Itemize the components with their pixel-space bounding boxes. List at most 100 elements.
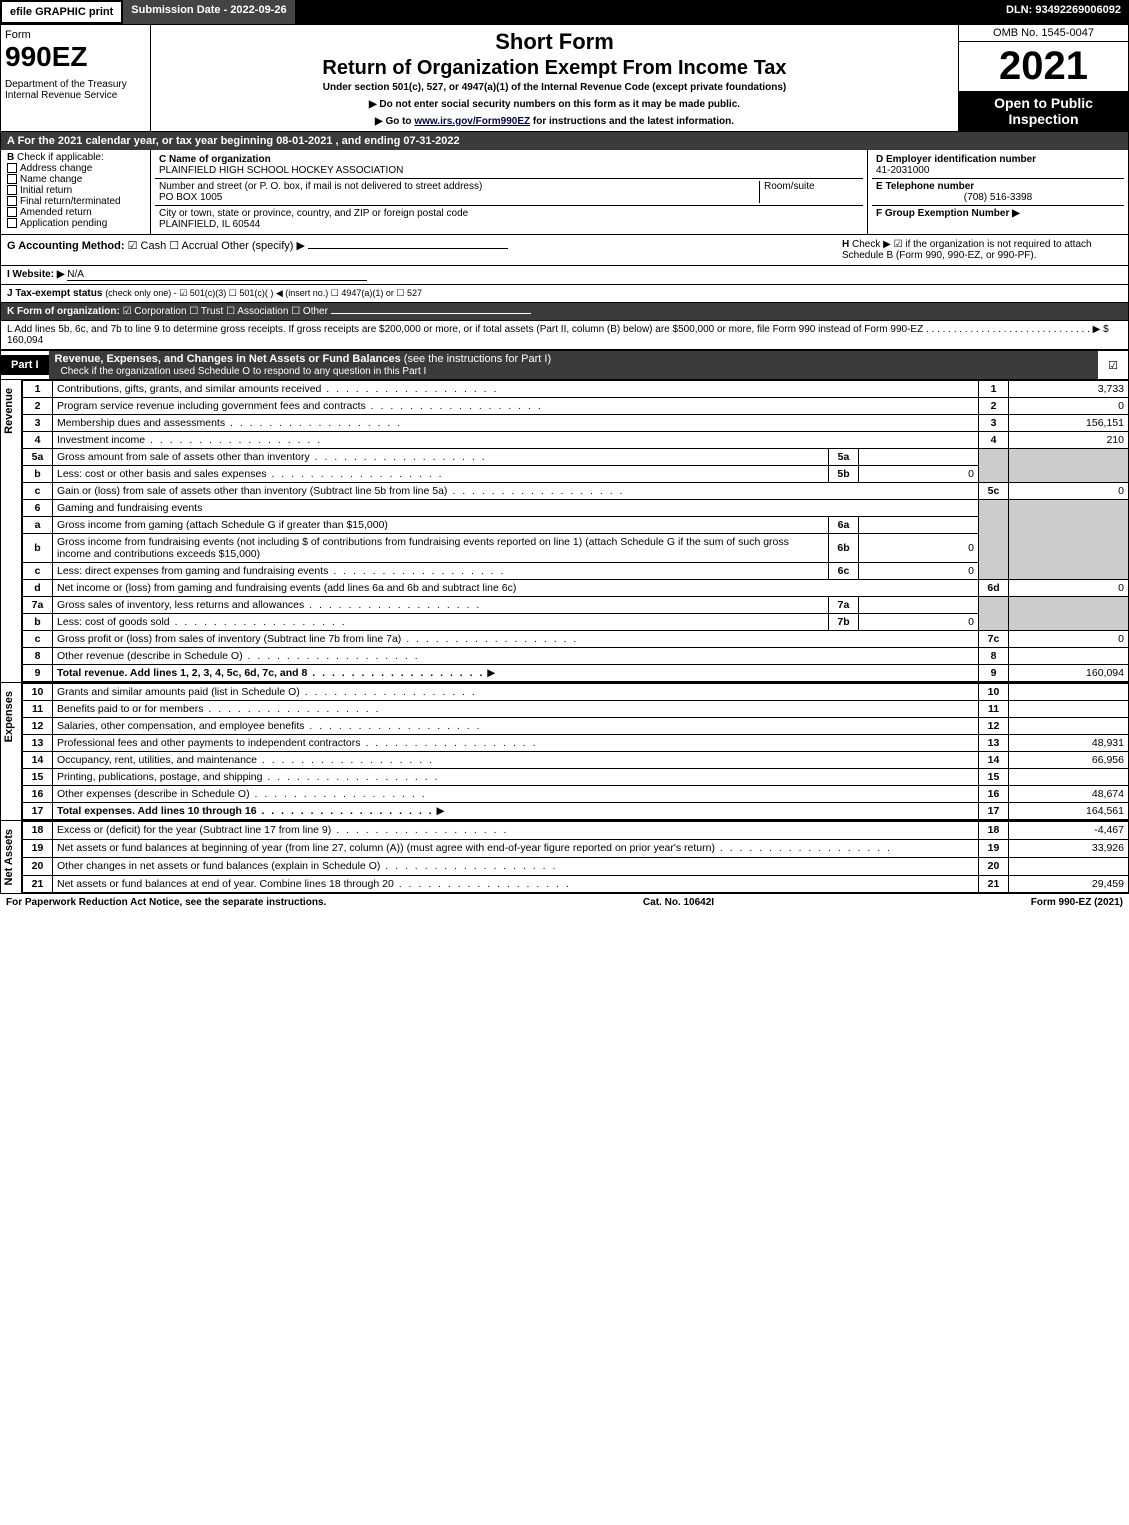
j-label: J Tax-exempt status <box>7 288 102 299</box>
website-label: I Website: ▶ <box>7 269 65 280</box>
desc-2: Program service revenue including govern… <box>57 400 543 412</box>
desc-5a: Gross amount from sale of assets other t… <box>57 451 487 463</box>
ln-10: 10 <box>23 684 53 701</box>
section-k: K Form of organization: ☑ Corporation ☐ … <box>0 303 1129 321</box>
section-def: D Employer identification number 41-2031… <box>868 150 1128 234</box>
val-5ab-shade <box>1009 449 1129 483</box>
footer-spacer-2 <box>714 897 1031 908</box>
cb-name-change[interactable] <box>7 174 17 184</box>
line-7b: bLess: cost of goods sold7b0 <box>23 614 1129 631</box>
val-14: 66,956 <box>1009 752 1129 769</box>
org-name-block: C Name of organization PLAINFIELD HIGH S… <box>155 152 863 179</box>
line-5c: cGain or (loss) from sale of assets othe… <box>23 483 1129 500</box>
ln-11: 11 <box>23 701 53 718</box>
val-15 <box>1009 769 1129 786</box>
cb-amended-return[interactable] <box>7 207 17 217</box>
org-addr-block: Number and street (or P. O. box, if mail… <box>155 179 863 206</box>
cb-final-return[interactable] <box>7 196 17 206</box>
line-15: 15Printing, publications, postage, and s… <box>23 769 1129 786</box>
line-21: 21 Net assets or fund balances at end of … <box>23 875 1129 893</box>
line-13: 13 Professional fees and other payments t… <box>23 735 1129 752</box>
org-name: PLAINFIELD HIGH SCHOOL HOCKEY ASSOCIATIO… <box>159 165 403 176</box>
ln-21: 21 <box>23 875 53 893</box>
ln-18: 18 <box>23 822 53 840</box>
desc-15: Printing, publications, postage, and shi… <box>57 771 440 783</box>
desc-17: Total expenses. Add lines 10 through 16 <box>57 805 434 817</box>
part-1-bar: Part I Revenue, Expenses, and Changes in… <box>0 350 1129 380</box>
sv-6a <box>859 517 979 534</box>
rn-13: 13 <box>979 735 1009 752</box>
desc-13: Professional fees and other payments to … <box>57 737 538 749</box>
desc-6a: Gross income from gaming (attach Schedul… <box>53 517 829 534</box>
line-6: 6Gaming and fundraising events <box>23 500 1129 517</box>
val-5c: 0 <box>1009 483 1129 500</box>
cb-address-change[interactable] <box>7 163 17 173</box>
group-label: F Group Exemption Number ▶ <box>876 208 1020 219</box>
sl-5a: 5a <box>829 449 859 466</box>
netassets-wrap: Net Assets 18Excess or (deficit) for the… <box>0 821 1129 894</box>
sv-7a <box>859 597 979 614</box>
val-2: 0 <box>1009 398 1129 415</box>
ln-7a: 7a <box>23 597 53 614</box>
rn-17: 17 <box>979 803 1009 820</box>
form-word: Form <box>5 29 146 41</box>
irs-link[interactable]: www.irs.gov/Form990EZ <box>414 116 530 127</box>
header-right: OMB No. 1545-0047 2021 Open to Public In… <box>958 25 1128 131</box>
ln-9: 9 <box>23 665 53 682</box>
ln-7c: c <box>23 631 53 648</box>
section-i: I Website: ▶ N/A <box>0 266 1129 285</box>
section-gh: G Accounting Method: ☑ Cash ☐ Accrual Ot… <box>0 235 1129 266</box>
efile-label[interactable]: efile GRAPHIC print <box>0 0 123 24</box>
rn-12: 12 <box>979 718 1009 735</box>
desc-6b: Gross income from fundraising events (no… <box>53 534 829 563</box>
desc-10: Grants and similar amounts paid (list in… <box>57 686 477 698</box>
expenses-wrap: Expenses 10 Grants and similar amounts pa… <box>0 683 1129 821</box>
org-city-label: City or town, state or province, country… <box>159 208 468 219</box>
line-17: 17 Total expenses. Add lines 10 through 1… <box>23 803 1129 820</box>
sl-6b: 6b <box>829 534 859 563</box>
val-20 <box>1009 857 1129 875</box>
tax-year: 2021 <box>959 42 1128 91</box>
expenses-tab-label: Expenses <box>1 683 17 750</box>
ln-14: 14 <box>23 752 53 769</box>
under-section: Under section 501(c), 527, or 4947(a)(1)… <box>157 82 952 93</box>
desc-5b: Less: cost or other basis and sales expe… <box>57 468 444 480</box>
cb-address-change-label: Address change <box>20 163 92 174</box>
line-7c: cGross profit or (loss) from sales of in… <box>23 631 1129 648</box>
desc-4: Investment income <box>57 434 322 446</box>
ln-5a: 5a <box>23 449 53 466</box>
rn-7c: 7c <box>979 631 1009 648</box>
sv-7b: 0 <box>859 614 979 631</box>
ln-5b: b <box>23 466 53 483</box>
footer-mid: Cat. No. 10642I <box>643 897 714 908</box>
short-form-title: Short Form <box>157 29 952 55</box>
netassets-table: 18Excess or (deficit) for the year (Subt… <box>22 821 1129 893</box>
section-j: J Tax-exempt status (check only one) - ☑… <box>0 285 1129 303</box>
val-8 <box>1009 648 1129 665</box>
desc-20: Other changes in net assets or fund bala… <box>57 860 557 872</box>
val-6d: 0 <box>1009 580 1129 597</box>
rn-18: 18 <box>979 822 1009 840</box>
footer-left: For Paperwork Reduction Act Notice, see … <box>6 897 326 908</box>
phone-block: E Telephone number (708) 516-3398 <box>872 179 1124 206</box>
rn-4: 4 <box>979 432 1009 449</box>
desc-21: Net assets or fund balances at end of ye… <box>57 878 571 890</box>
section-h: H Check ▶ ☑ if the organization is not r… <box>842 239 1122 261</box>
cb-initial-return[interactable] <box>7 185 17 195</box>
k-label: K Form of organization: <box>7 306 120 317</box>
ln-6b: b <box>23 534 53 563</box>
val-4: 210 <box>1009 432 1129 449</box>
rn-11: 11 <box>979 701 1009 718</box>
header-left: Form 990EZ Department of the Treasury In… <box>1 25 151 131</box>
desc-5c: Gain or (loss) from sale of assets other… <box>57 485 624 497</box>
cb-application-pending[interactable] <box>7 218 17 228</box>
rn-20: 20 <box>979 857 1009 875</box>
val-18: -4,467 <box>1009 822 1129 840</box>
line-20: 20 Other changes in net assets or fund ba… <box>23 857 1129 875</box>
rn-8: 8 <box>979 648 1009 665</box>
line-18: 18Excess or (deficit) for the year (Subt… <box>23 822 1129 840</box>
rn-21: 21 <box>979 875 1009 893</box>
line-5a: 5a Gross amount from sale of assets other… <box>23 449 1129 466</box>
section-g: G Accounting Method: ☑ Cash ☐ Accrual Ot… <box>7 239 842 261</box>
line-2: 2Program service revenue including gover… <box>23 398 1129 415</box>
